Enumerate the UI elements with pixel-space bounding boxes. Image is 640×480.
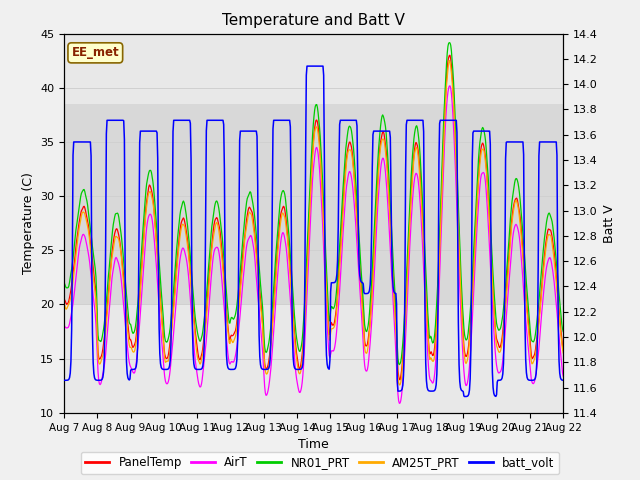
Y-axis label: Temperature (C): Temperature (C)	[22, 172, 35, 274]
X-axis label: Time: Time	[298, 438, 329, 451]
Legend: PanelTemp, AirT, NR01_PRT, AM25T_PRT, batt_volt: PanelTemp, AirT, NR01_PRT, AM25T_PRT, ba…	[81, 452, 559, 474]
Title: Temperature and Batt V: Temperature and Batt V	[222, 13, 405, 28]
Text: EE_met: EE_met	[72, 47, 119, 60]
Y-axis label: Batt V: Batt V	[604, 204, 616, 242]
Bar	[64, 104, 563, 304]
